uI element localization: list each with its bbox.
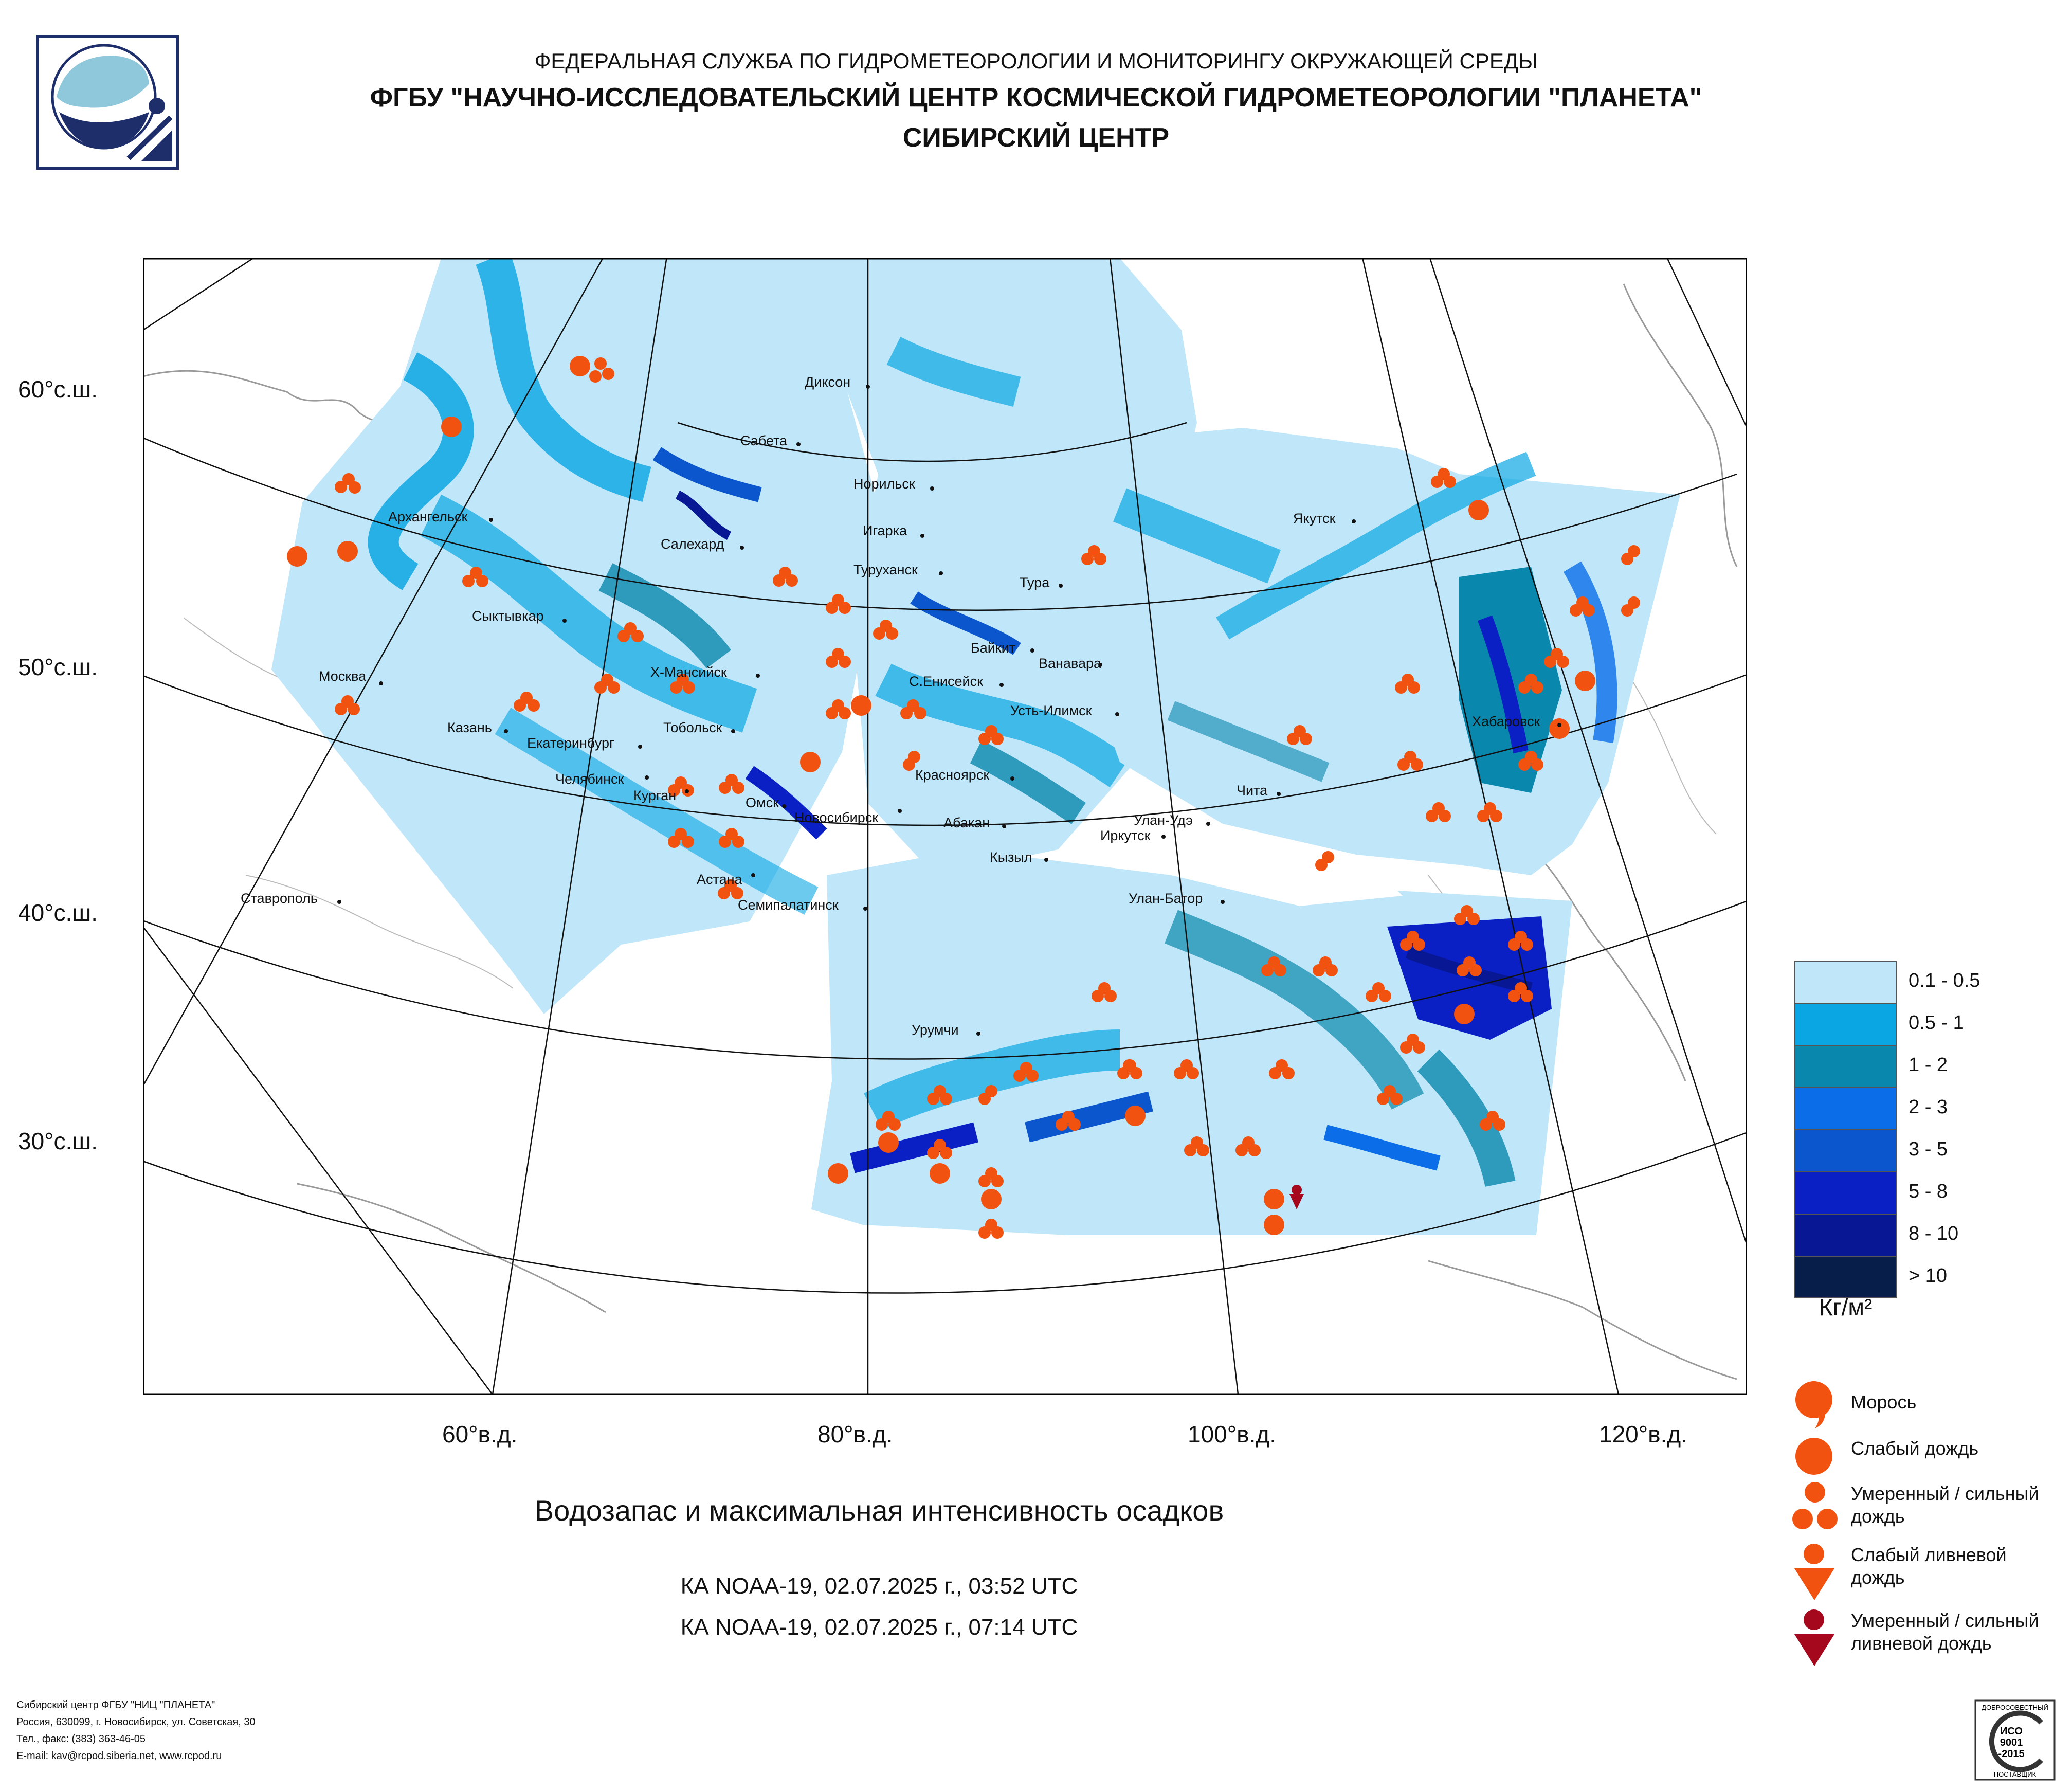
city-label: С.Енисейск (909, 674, 983, 689)
light-rain-icon (1795, 1438, 1832, 1475)
map-title: Водозапас и максимальная интенсивность о… (534, 1494, 1224, 1527)
city-label: Якутск (1293, 511, 1336, 526)
legend-light-shower-line1: Слабый ливневой (1851, 1544, 2007, 1565)
city-label: Абакан (943, 815, 990, 830)
legend-heavy-shower-line1: Умеренный / сильный (1851, 1610, 2039, 1631)
city-label: Курган (633, 788, 677, 803)
header-institute: ФГБУ "НАУЧНО-ИССЛЕДОВАТЕЛЬСКИЙ ЦЕНТР КОС… (370, 83, 1702, 113)
city-label: Москва (319, 668, 367, 684)
lon-label-120: 120°в.д. (1599, 1421, 1687, 1448)
city-label: Салехард (661, 536, 724, 552)
city-label: Челябинск (555, 771, 624, 787)
city-label: Игарка (863, 523, 907, 538)
header-agency: ФЕДЕРАЛЬНАЯ СЛУЖБА ПО ГИДРОМЕТЕОРОЛОГИИ … (534, 49, 1538, 73)
city-label: Усть-Илимск (1010, 703, 1092, 718)
legend-range: 1 - 2 (1909, 1054, 1948, 1076)
city-label: Байкит (971, 640, 1016, 656)
iso-badge-line3: -2015 (1998, 1748, 2024, 1760)
lon-label-80: 80°в.д. (817, 1421, 893, 1448)
legend-range: 3 - 5 (1909, 1138, 1948, 1160)
legend-heavy-shower-label: Умеренный / сильный ливневой дождь (1851, 1609, 2039, 1655)
city-label: Иркутск (1100, 828, 1151, 843)
legend-range: 2 - 3 (1909, 1096, 1948, 1118)
city-label: Норильск (853, 476, 915, 492)
planeta-logo (36, 35, 179, 170)
satellite-pass-1: КА NOAA-19, 02.07.2025 г., 03:52 UTC (680, 1573, 1078, 1599)
light-shower-icon (1794, 1544, 1834, 1600)
legend-swatch (1794, 961, 1897, 1003)
legend-swatch (1794, 1045, 1897, 1087)
city-label: Чита (1237, 783, 1268, 798)
lon-label-60: 60°в.д. (442, 1421, 518, 1448)
legend-range: 5 - 8 (1909, 1181, 1948, 1202)
footer-line: Сибирский центр ФГБУ "НИЦ "ПЛАНЕТА" (16, 1699, 215, 1711)
iso-badge-top: ДОБРОСОВЕСТНЫЙ (1982, 1704, 2048, 1711)
precipitation-map (143, 258, 1747, 1395)
city-label: Астана (697, 872, 742, 887)
footer-line: Тел., факс: (383) 363-46-05 (16, 1733, 146, 1745)
legend-unit: Кг/м² (1819, 1294, 1873, 1320)
footer-line: Россия, 630099, г. Новосибирск, ул. Сове… (16, 1716, 256, 1728)
legend-moderate-rain-label: Умеренный / сильный дождь (1851, 1482, 2039, 1528)
drizzle-icon (1795, 1381, 1832, 1428)
water-content-legend: 0.1 - 0.5 0.5 - 1 1 - 2 2 - 3 3 - 5 5 - … (1794, 961, 2062, 1298)
city-label: Омск (746, 795, 779, 810)
lat-label-30: 30°с.ш. (18, 1128, 98, 1154)
city-label: Сыктывкар (472, 608, 544, 624)
city-label: Ванавара (1039, 656, 1102, 671)
header-center: СИБИРСКИЙ ЦЕНТР (902, 123, 1170, 153)
city-label: Тобольск (663, 720, 722, 735)
city-label: Х-Мансийск (650, 664, 727, 680)
legend-range: 8 - 10 (1909, 1223, 1959, 1244)
legend-range: 0.5 - 1 (1909, 1012, 1964, 1034)
legend-swatch (1794, 1171, 1897, 1214)
city-label: Туруханск (853, 562, 918, 577)
city-label: Урумчи (912, 1022, 959, 1038)
city-label: Улан-Удэ (1134, 812, 1193, 828)
lat-label-50: 50°с.ш. (18, 654, 98, 680)
legend-light-shower-line2: дождь (1851, 1567, 1905, 1588)
city-label: Ставрополь (241, 891, 318, 906)
city-label: Екатеринбург (527, 735, 614, 751)
legend-swatch (1794, 1129, 1897, 1171)
iso-badge-line2: 9001 (2000, 1737, 2023, 1748)
footer-line: E-mail: kav@rcpod.siberia.net, www.rcpod… (16, 1750, 222, 1762)
city-label: Хабаровск (1472, 714, 1540, 729)
legend-swatch (1794, 1256, 1897, 1298)
satellite-pass-2: КА NOAA-19, 02.07.2025 г., 07:14 UTC (680, 1615, 1078, 1640)
lon-label-100: 100°в.д. (1188, 1421, 1276, 1448)
city-label: Кызыл (990, 849, 1032, 865)
legend-heavy-shower-line2: ливневой дождь (1851, 1633, 1992, 1654)
city-label: Новосибирск (794, 810, 879, 825)
city-label: Красноярск (915, 767, 990, 783)
moderate-rain-icon (1792, 1482, 1838, 1529)
city-label: Архангельск (388, 509, 468, 524)
city-label: Сабета (740, 433, 788, 448)
legend-swatch (1794, 1003, 1897, 1045)
heavy-shower-icon (1794, 1609, 1834, 1666)
city-label: Семипалатинск (738, 897, 839, 913)
legend-light-rain-label: Слабый дождь (1851, 1438, 1979, 1459)
legend-moderate-rain-line1: Умеренный / сильный (1851, 1483, 2039, 1504)
iso-badge-bottom: ПОСТАВЩИК (1994, 1770, 2037, 1778)
legend-range: > 10 (1909, 1265, 1948, 1287)
iso-certificate-badge: ДОБРОСОВЕСТНЫЙ ИСО 9001 -2015 ПОСТАВЩИК (1974, 1699, 2056, 1781)
footer-contacts: Сибирский центр ФГБУ "НИЦ "ПЛАНЕТА" Росс… (16, 1697, 256, 1765)
city-label: Диксон (805, 374, 851, 390)
legend-moderate-rain-line2: дождь (1851, 1506, 1905, 1527)
legend-swatch (1794, 1087, 1897, 1129)
lat-label-40: 40°с.ш. (18, 899, 98, 926)
legend-drizzle-label: Морось (1851, 1391, 1917, 1413)
legend-light-shower-label: Слабый ливневой дождь (1851, 1544, 2007, 1589)
legend-range: 0.1 - 0.5 (1909, 970, 1980, 991)
iso-badge-line1: ИСО (2000, 1726, 2023, 1737)
city-label: Тура (1020, 575, 1050, 590)
city-label: Казань (447, 720, 492, 735)
lat-label-60: 60°с.ш. (18, 376, 98, 403)
city-label: Улан-Батор (1129, 891, 1203, 906)
legend-swatch (1794, 1214, 1897, 1256)
